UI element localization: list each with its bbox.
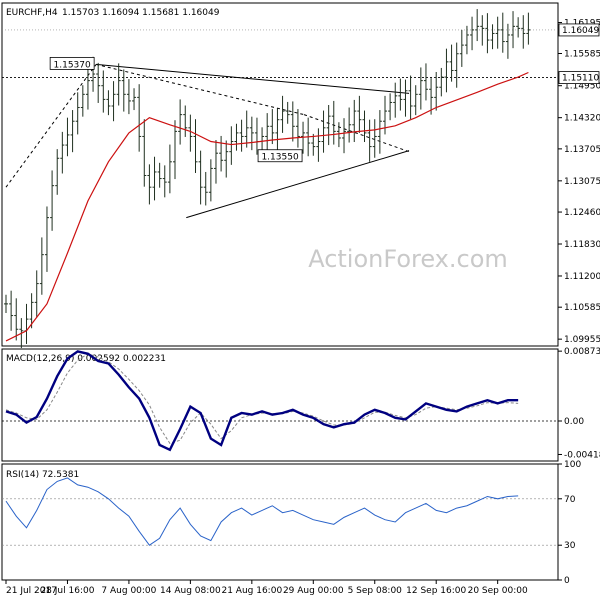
x-tick-label: 14 Aug 08:00 — [160, 586, 221, 596]
current-price-label: 1.16049 — [562, 26, 599, 36]
price-panel-frame — [1, 2, 559, 347]
rsi-y-tick-label: 30 — [564, 541, 576, 551]
macd-y-tick-label: 0.00 — [564, 417, 584, 427]
current-price-box — [558, 23, 600, 37]
price-y-tick-label: 1.13075 — [564, 177, 600, 187]
annotation-box — [49, 56, 95, 70]
trendline — [96, 63, 410, 94]
rsi-y-tick-label: 70 — [564, 495, 576, 505]
x-tick-label: 21 Jul 2017 — [6, 586, 57, 596]
moving-average-line — [5, 71, 529, 342]
level-price-label: 1.15110 — [562, 74, 599, 84]
price-y-tick-label: 1.09955 — [564, 335, 600, 345]
price-y-tick-label: 1.11200 — [564, 272, 600, 282]
macd-line — [5, 350, 519, 452]
price-y-tick-label: 1.13705 — [564, 145, 600, 155]
x-tick-label: 28 Jul 16:00 — [40, 586, 94, 596]
macd-y-tick-label: -0.004184 — [564, 450, 600, 460]
price-y-tick-label: 1.15585 — [564, 49, 600, 59]
x-tick-label: 5 Sep 08:00 — [348, 586, 403, 596]
macd-panel-frame — [1, 348, 559, 462]
rsi-y-tick-label: 0 — [564, 576, 570, 586]
trendline — [5, 64, 97, 188]
price-y-tick-label: 1.14950 — [564, 82, 600, 92]
price-y-tick-label: 1.11830 — [564, 240, 600, 250]
macd-y-tick-label: 0.008732 — [564, 347, 600, 357]
macd-label: MACD(12,26,9) 0.002592 0.002231 — [6, 354, 166, 364]
x-tick-label: 12 Sep 16:00 — [406, 586, 466, 596]
x-tick-label: 20 Sep 00:00 — [468, 586, 528, 596]
rsi-line — [5, 477, 519, 546]
annotation-label: 1.13550 — [261, 153, 298, 163]
price-y-tick-label: 1.12460 — [564, 208, 600, 218]
rsi-label: RSI(14) 72.5381 — [6, 470, 79, 480]
price-y-tick-label: 1.10585 — [564, 303, 600, 313]
watermark: ActionForex.com — [308, 245, 508, 273]
price-y-tick-label: 1.16195 — [564, 19, 600, 29]
x-tick-label: 29 Aug 00:00 — [283, 586, 344, 596]
annotation-label: 1.15370 — [54, 60, 91, 70]
annotation-box — [257, 149, 303, 163]
trendline — [303, 114, 410, 153]
trendline — [186, 150, 410, 219]
level-price-box — [558, 71, 600, 84]
x-tick-label: 7 Aug 00:00 — [101, 586, 156, 596]
rsi-panel-frame — [1, 463, 559, 581]
x-tick-label: 21 Aug 16:00 — [221, 586, 282, 596]
rsi-y-tick-label: 100 — [564, 460, 581, 470]
chart-symbol: EURCHF,H4 — [6, 8, 58, 18]
price-y-tick-label: 1.14320 — [564, 114, 600, 124]
chart-ohlc: 1.15703 1.16094 1.15681 1.16049 — [62, 8, 220, 18]
